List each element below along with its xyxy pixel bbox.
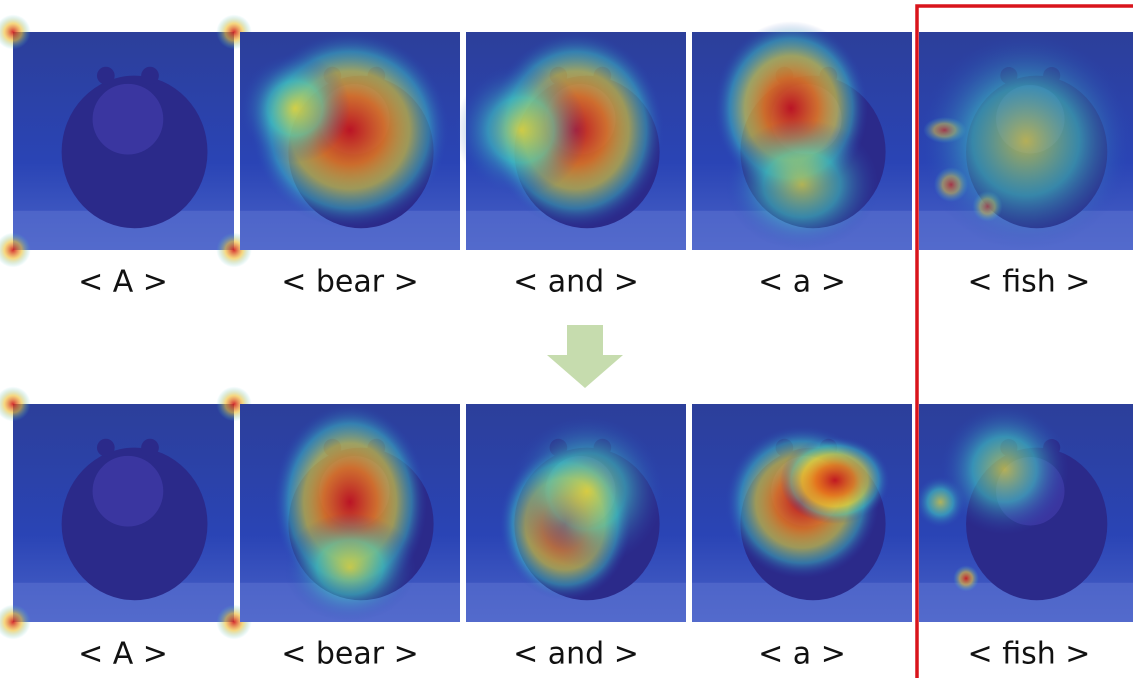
token-label: < A >	[78, 637, 168, 672]
panels: < A > < bear > < and > < a > < fish > < A > < …	[0, 15, 1133, 672]
token-label: < bear >	[281, 637, 419, 672]
attention-map	[455, 32, 686, 250]
heat	[240, 54, 350, 163]
attention-map	[0, 387, 252, 640]
bear-head	[93, 456, 164, 527]
heat	[284, 513, 416, 622]
token-label: < A >	[78, 265, 168, 300]
attention-map	[240, 404, 460, 622]
attention-map	[240, 32, 460, 250]
token-label: < and >	[513, 637, 639, 672]
attention-map	[0, 15, 252, 268]
heat	[919, 32, 1133, 250]
token-label: < fish >	[968, 637, 1091, 672]
attention-map	[466, 404, 686, 622]
attention-map	[915, 404, 1133, 622]
attention-map	[919, 32, 1133, 250]
bear-ear	[97, 439, 115, 457]
token-label: < a >	[758, 265, 846, 300]
bear-head	[93, 84, 164, 155]
bear-ear	[97, 67, 115, 85]
attention-map	[692, 21, 912, 250]
heat	[510, 415, 664, 568]
token-label: < fish >	[968, 265, 1091, 300]
token-label: < and >	[513, 265, 639, 300]
heat	[725, 119, 879, 250]
arrow	[547, 325, 623, 388]
figure: < A > < bear > < and > < a > < fish > < A > < …	[0, 0, 1133, 678]
bear-ear	[141, 67, 159, 85]
heat	[455, 65, 587, 196]
heat	[940, 404, 1068, 535]
attention-map	[692, 404, 912, 622]
bear-ear	[141, 439, 159, 457]
token-label: < bear >	[281, 265, 419, 300]
heat	[953, 565, 979, 591]
token-label: < a >	[758, 637, 846, 672]
heat	[780, 437, 890, 524]
